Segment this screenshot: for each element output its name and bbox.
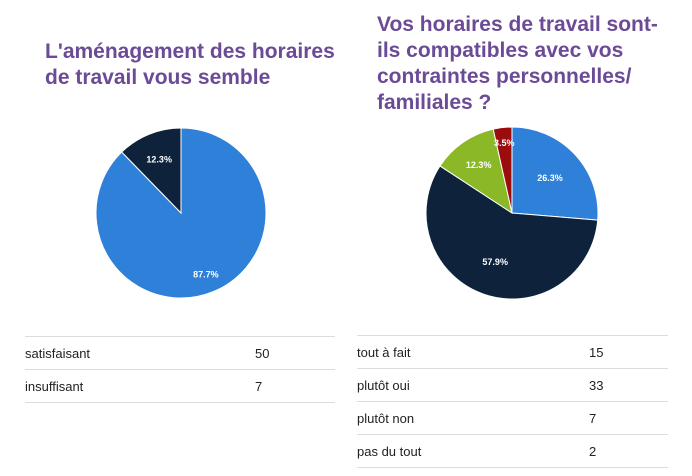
- pie-slice-insuffisant: [121, 127, 182, 215]
- category-label: insuffisant: [25, 369, 255, 403]
- table-row: plutôt oui 33: [357, 368, 668, 402]
- table-row: plutôt non 7: [357, 401, 668, 435]
- pie-chart-right: 26.3% 57.9% 12.3% 3.5%: [425, 126, 599, 300]
- count-value: 33: [589, 368, 668, 402]
- count-value: 7: [255, 369, 335, 403]
- count-value: 2: [589, 434, 668, 468]
- category-label: plutôt non: [357, 401, 589, 435]
- pie-label-satisfaisant: 87.7%: [193, 269, 219, 279]
- table-row: pas du tout 2: [357, 434, 668, 468]
- data-table-right: tout à fait 15 plutôt oui 33 plutôt non …: [357, 335, 668, 468]
- chart-title-left: L'aménagement des horaires de travail vo…: [45, 40, 335, 89]
- table-row: satisfaisant 50: [25, 336, 335, 370]
- category-label: pas du tout: [357, 434, 589, 468]
- pie-label-insuffisant: 12.3%: [146, 154, 172, 164]
- pie-label-pas-du-tout: 3.5%: [494, 138, 515, 148]
- pie-slice-pas-du-tout: [492, 126, 513, 214]
- pie-label-tout-a-fait: 26.3%: [537, 173, 563, 183]
- pie-slice-plutot-non: [439, 128, 513, 215]
- pie-label-plutot-non: 12.3%: [466, 160, 492, 170]
- category-label: satisfaisant: [25, 336, 255, 370]
- chart-title-right: Vos horaires de travail sont-ils compati…: [377, 13, 658, 114]
- count-value: 15: [589, 335, 668, 369]
- table-row: tout à fait 15: [357, 335, 668, 369]
- count-value: 7: [589, 401, 668, 435]
- pie-slice-plutot-oui: [425, 165, 599, 300]
- data-table-left: satisfaisant 50 insuffisant 7: [25, 336, 335, 403]
- count-value: 50: [255, 336, 335, 370]
- pie-slice-tout-a-fait: [511, 126, 599, 221]
- category-label: tout à fait: [357, 335, 589, 369]
- pie-label-plutot-oui: 57.9%: [482, 257, 508, 267]
- pie-chart-left: 87.7% 12.3%: [95, 127, 267, 299]
- table-row: insuffisant 7: [25, 369, 335, 403]
- category-label: plutôt oui: [357, 368, 589, 402]
